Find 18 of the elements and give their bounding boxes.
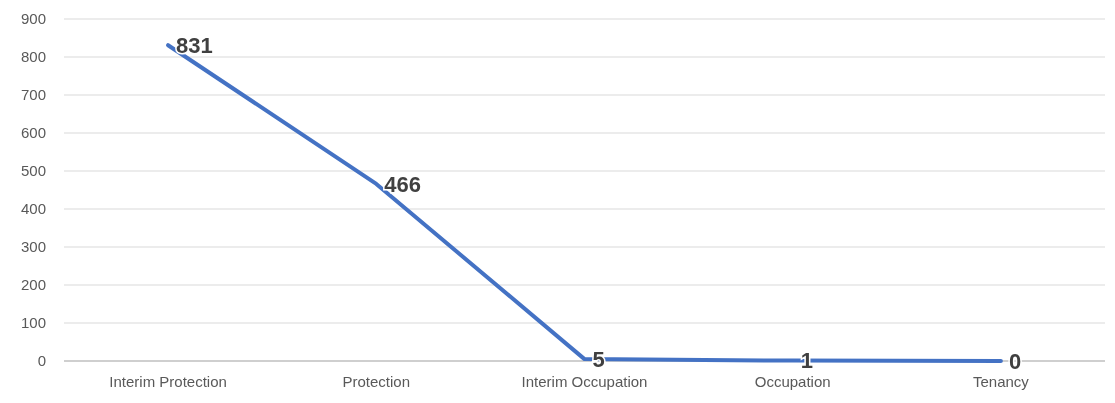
data-label: 831 (176, 32, 213, 58)
x-tick-label: Tenancy (972, 373, 1030, 390)
y-tick-label: 700 (20, 86, 46, 104)
data-label: 0 (1008, 348, 1022, 374)
x-tick-label: Occupation (754, 373, 831, 390)
y-tick-label: 400 (20, 200, 46, 218)
data-label: 466 (384, 171, 422, 197)
y-tick-label: 200 (20, 276, 46, 294)
y-tick-label: 800 (20, 48, 46, 66)
y-tick-label: 600 (20, 124, 46, 142)
x-tick-label: Interim Occupation (521, 373, 648, 390)
y-tick-label: 500 (20, 162, 46, 180)
x-tick-label: Interim Protection (109, 373, 227, 390)
x-tick-label: Protection (342, 373, 411, 390)
y-tick-label: 900 (20, 10, 46, 28)
y-tick-label: 300 (20, 238, 46, 256)
y-tick-label: 100 (20, 314, 46, 332)
y-tick-label: 0 (37, 352, 46, 370)
